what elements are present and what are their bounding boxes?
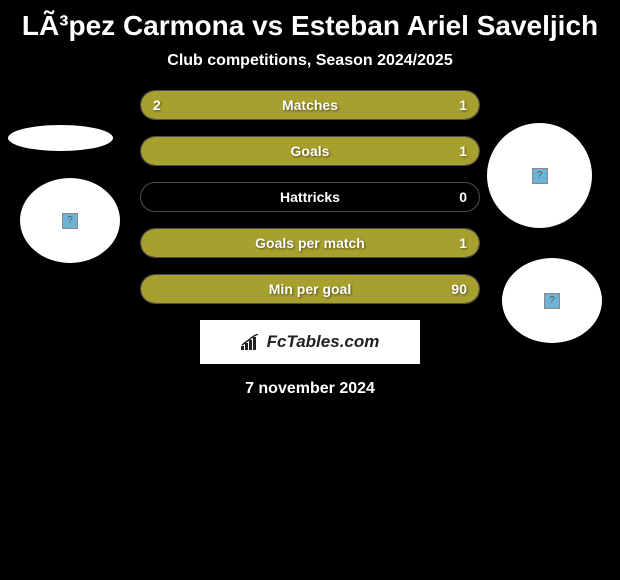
placeholder-icon: ? xyxy=(532,168,548,184)
stat-label: Goals xyxy=(291,143,330,159)
page-title: LÃ³pez Carmona vs Esteban Ariel Saveljic… xyxy=(0,0,620,52)
stat-right-value: 1 xyxy=(459,97,467,113)
stat-row-goals-per-match: Goals per match 1 xyxy=(140,228,480,258)
placeholder-icon: ? xyxy=(544,293,560,309)
stat-label: Matches xyxy=(282,97,338,113)
placeholder-icon: ? xyxy=(62,213,78,229)
stat-left-value: 2 xyxy=(153,97,161,113)
player-left-ellipse xyxy=(8,125,113,151)
stat-right-value: 1 xyxy=(459,143,467,159)
player-right-avatar: ? xyxy=(487,123,592,228)
fctables-logo: FcTables.com xyxy=(200,320,420,364)
stat-row-hattricks: Hattricks 0 xyxy=(140,182,480,212)
team-right-avatar: ? xyxy=(502,258,602,343)
stat-row-goals: Goals 1 xyxy=(140,136,480,166)
stat-row-matches: 2 Matches 1 xyxy=(140,90,480,120)
stat-label: Min per goal xyxy=(269,281,351,297)
player-left-avatar: ? xyxy=(20,178,120,263)
date-text: 7 november 2024 xyxy=(0,380,620,398)
stat-right-value: 1 xyxy=(459,235,467,251)
chart-icon xyxy=(241,334,261,350)
stat-right-value: 90 xyxy=(451,281,467,297)
subtitle: Club competitions, Season 2024/2025 xyxy=(0,52,620,90)
stats-container: 2 Matches 1 Goals 1 Hattricks 0 Goals pe… xyxy=(140,90,480,304)
stat-label: Hattricks xyxy=(280,189,340,205)
logo-text: FcTables.com xyxy=(267,332,380,352)
stat-label: Goals per match xyxy=(255,235,365,251)
stat-right-value: 0 xyxy=(459,189,467,205)
stat-row-min-per-goal: Min per goal 90 xyxy=(140,274,480,304)
